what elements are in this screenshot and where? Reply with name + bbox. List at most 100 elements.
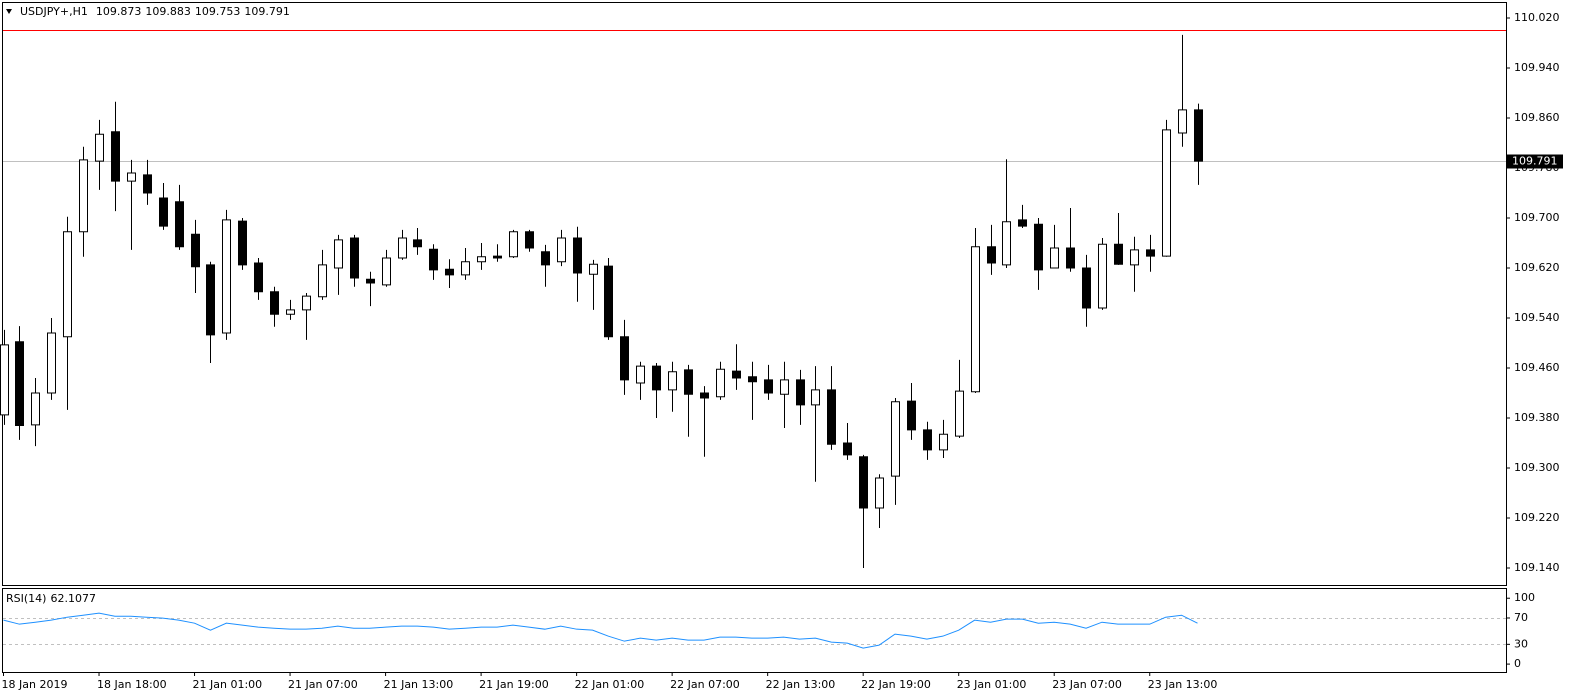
candle-body — [318, 264, 327, 298]
candle-body — [987, 246, 996, 264]
y-tick-label: 109.700 — [1514, 211, 1560, 224]
candle-body — [47, 332, 56, 394]
chart-header: USDJPY+,H1 109.873 109.883 109.753 109.791 — [20, 5, 290, 18]
candle-body — [1002, 221, 1011, 266]
candle-body — [780, 379, 789, 395]
candle-body — [350, 237, 359, 279]
candle-body — [557, 237, 566, 263]
candle-body — [620, 336, 629, 381]
rsi-title: RSI(14) — [6, 592, 46, 605]
last-price-box — [1507, 154, 1563, 169]
x-tick-label: 22 Jan 19:00 — [861, 678, 931, 691]
candle-body — [716, 368, 725, 398]
open-value: 109.873 — [96, 5, 142, 18]
y-tick-label: 109.140 — [1514, 561, 1560, 574]
y-tick-label: 109.460 — [1514, 361, 1560, 374]
candle-body — [63, 231, 72, 338]
chart-title: USDJPY+,H1 — [20, 5, 88, 18]
candle-body — [238, 220, 247, 266]
y-tick-label: 109.380 — [1514, 411, 1560, 424]
candle-body — [31, 392, 40, 426]
candle-body — [525, 231, 534, 249]
candle-body — [398, 237, 407, 259]
candle-body — [191, 233, 200, 268]
candle-body — [636, 365, 645, 384]
dropdown-icon[interactable] — [6, 9, 12, 14]
candle-body — [286, 309, 295, 315]
candle-body — [95, 133, 104, 162]
x-tick-label: 23 Jan 13:00 — [1148, 678, 1218, 691]
candle-body — [604, 265, 613, 338]
y-tick-label: 109.540 — [1514, 311, 1560, 324]
x-tick-label: 21 Jan 07:00 — [288, 678, 358, 691]
candle-body — [509, 231, 518, 258]
candle-body — [1178, 109, 1187, 134]
candle-body — [955, 390, 964, 437]
x-tick-label: 21 Jan 13:00 — [384, 678, 454, 691]
candle-body — [875, 477, 884, 509]
y-tick-label: 109.300 — [1514, 461, 1560, 474]
candle-body — [445, 268, 454, 276]
candle-body — [1194, 109, 1203, 162]
y-tick-label: 109.940 — [1514, 61, 1560, 74]
candle-body — [15, 341, 24, 426]
candle-body — [127, 172, 136, 182]
y-tick-label: 109.860 — [1514, 111, 1560, 124]
candle-body — [382, 257, 391, 286]
candle-body — [206, 264, 215, 336]
rsi-line — [3, 612, 1198, 649]
candle-body — [939, 433, 948, 451]
candle-body — [748, 376, 757, 383]
candle-body — [302, 295, 311, 311]
candle-body — [143, 174, 152, 194]
candle-body — [1050, 247, 1059, 269]
x-tick-label: 22 Jan 01:00 — [575, 678, 645, 691]
y-tick-label: 100 — [1514, 591, 1535, 604]
candle-body — [334, 239, 343, 269]
x-tick-label: 23 Jan 01:00 — [957, 678, 1027, 691]
candle-body — [477, 256, 486, 263]
candle-body — [796, 379, 805, 406]
candle-body — [1146, 249, 1155, 257]
candle-body — [366, 278, 375, 284]
low-value: 109.753 — [195, 5, 241, 18]
y-tick-label: 109.220 — [1514, 511, 1560, 524]
x-tick-label: 21 Jan 19:00 — [479, 678, 549, 691]
candle-body — [270, 291, 279, 315]
candle-body — [668, 371, 677, 391]
candle-body — [589, 263, 598, 275]
candle-body — [159, 197, 168, 227]
candle-body — [573, 237, 582, 274]
candle-body — [0, 344, 9, 416]
candle-body — [1098, 243, 1107, 309]
y-tick-label: 109.620 — [1514, 261, 1560, 274]
candle-body — [413, 239, 422, 248]
candle-body — [429, 248, 438, 271]
candle-body — [1162, 129, 1171, 257]
main-pane-frame — [2, 2, 1507, 586]
candle-body — [652, 365, 661, 391]
candle-body — [493, 255, 502, 259]
candle-body — [111, 131, 120, 182]
candle-body — [254, 262, 263, 293]
last-price-label: 109.791 — [1512, 155, 1558, 168]
candle-body — [971, 246, 980, 393]
candle-body — [1066, 247, 1075, 269]
candle-body — [891, 401, 900, 477]
candle-body — [732, 370, 741, 379]
x-tick-label: 22 Jan 07:00 — [670, 678, 740, 691]
candle-body — [843, 442, 852, 456]
close-value: 109.791 — [244, 5, 290, 18]
candle-body — [764, 379, 773, 394]
rsi-pane-frame — [2, 588, 1507, 673]
candle-body — [700, 392, 709, 399]
y-tick-label: 70 — [1514, 611, 1528, 624]
candle-body — [923, 429, 932, 451]
high-value: 109.883 — [145, 5, 191, 18]
candle-body — [1082, 267, 1091, 309]
candle-body — [79, 159, 88, 233]
y-tick-label: 110.020 — [1514, 11, 1560, 24]
candle-body — [1018, 219, 1027, 227]
y-tick-label: 0 — [1514, 657, 1521, 670]
